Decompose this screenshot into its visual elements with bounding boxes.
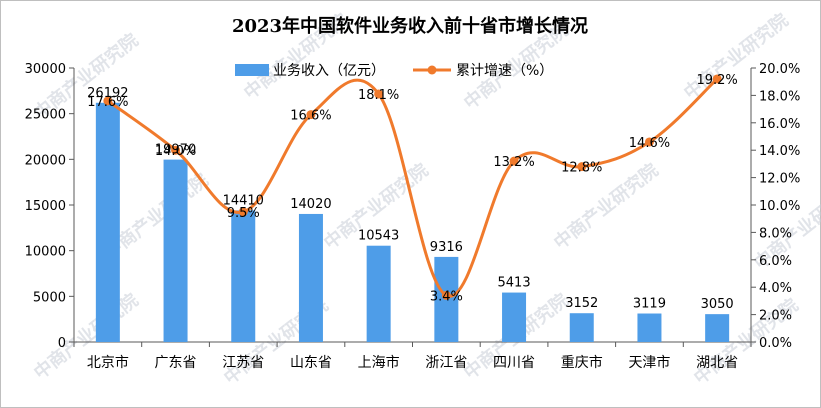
line-point [509,156,519,166]
legend-label-line: 累计增速（%） [456,63,553,79]
bar [366,245,391,342]
bar-value-label: 14410 [223,193,264,208]
y-left-tick-label: 30000 [25,62,66,77]
legend-swatch-marker [427,65,437,75]
x-tick-label: 重庆市 [561,354,603,371]
bar-value-label: 3119 [633,297,666,312]
line-point [171,145,181,155]
bar-series [95,102,730,343]
y-right-tick-label: 20.0% [759,62,800,77]
line-value-label: 18.1% [358,88,399,103]
chart-title: 2023年中国软件业务收入前十省市增长情况 [232,15,588,37]
x-tick-label: 江苏省 [222,355,264,371]
bar-value-label: 14020 [290,197,331,212]
bar-value-label: 10543 [358,229,399,244]
line-value-label: 9.5% [227,206,260,221]
bar [231,210,256,342]
line-point [441,290,451,300]
y-right-tick-label: 18.0% [759,89,800,104]
line-value-label: 13.2% [493,155,534,170]
bar-value-label: 5413 [498,276,531,291]
legend-swatch-bar [235,64,269,76]
bar-value-label: 3050 [701,297,734,312]
bar-value-label: 19970 [155,143,196,158]
legend-label-bar: 业务收入（亿元） [273,63,385,79]
x-tick-label: 山东省 [290,355,332,371]
y-left-tick-label: 5000 [33,290,66,305]
line-point [306,110,316,120]
y-right-tick-label: 10.0% [759,199,800,214]
growth-line [106,77,719,298]
x-tick-label: 北京市 [87,354,129,371]
line-point [712,74,722,84]
line-value-label: 19.2% [696,73,737,88]
x-tick-label: 天津市 [628,354,670,371]
line-value-label: 17.6% [87,95,128,110]
x-tick-label: 浙江省 [425,355,467,371]
x-tick-label: 湖北省 [696,355,738,371]
x-tick-label: 广东省 [155,355,197,371]
bar [637,313,662,342]
line-series [103,74,722,300]
line-point [374,89,384,99]
bar [298,213,323,342]
line-value-label: 12.8% [561,161,602,176]
y-left-tick-label: 25000 [25,108,66,123]
bar [705,314,730,342]
bar-value-label: 26192 [87,86,128,101]
legend: 业务收入（亿元） 累计增速（%） [235,63,553,79]
line-point [644,137,654,147]
y-right-tick-label: 14.0% [759,144,800,159]
y-right-tick-label: 2.0% [759,309,792,324]
y-left-tick-label: 0 [58,336,66,351]
x-tick-label: 四川省 [493,355,535,371]
bar-value-label: 3152 [565,296,598,311]
y-right-tick-label: 12.0% [759,172,800,187]
bar [95,102,120,343]
y-left-tick-label: 15000 [25,199,66,214]
bar-value-label: 9316 [430,240,463,255]
y-right-tick-label: 0.0% [759,336,792,351]
bar [569,313,594,342]
y-left-tick-label: 20000 [25,153,66,168]
line-value-label: 16.6% [290,109,331,124]
y-right-tick-label: 6.0% [759,254,792,269]
y-right-tick-label: 16.0% [759,117,800,132]
bar [163,159,188,342]
line-point [238,207,248,217]
axes: 0 5000 10000 15000 20000 25000 30000 0.0% 2.0% 4.… [25,62,801,371]
line-point [103,96,113,106]
line-value-label: 3.4% [430,289,463,304]
data-labels: 26192 19970 14410 14020 10543 9316 5413 3152 311… [87,73,738,312]
x-tick-label: 上海市 [358,354,400,371]
y-left-tick-label: 10000 [25,245,66,260]
line-value-label: 14.0% [155,144,196,159]
line-point [577,162,587,172]
bar [502,292,527,342]
line-value-label: 14.6% [629,136,670,151]
y-right-tick-label: 8.0% [759,226,792,241]
y-right-tick-label: 4.0% [759,281,792,296]
